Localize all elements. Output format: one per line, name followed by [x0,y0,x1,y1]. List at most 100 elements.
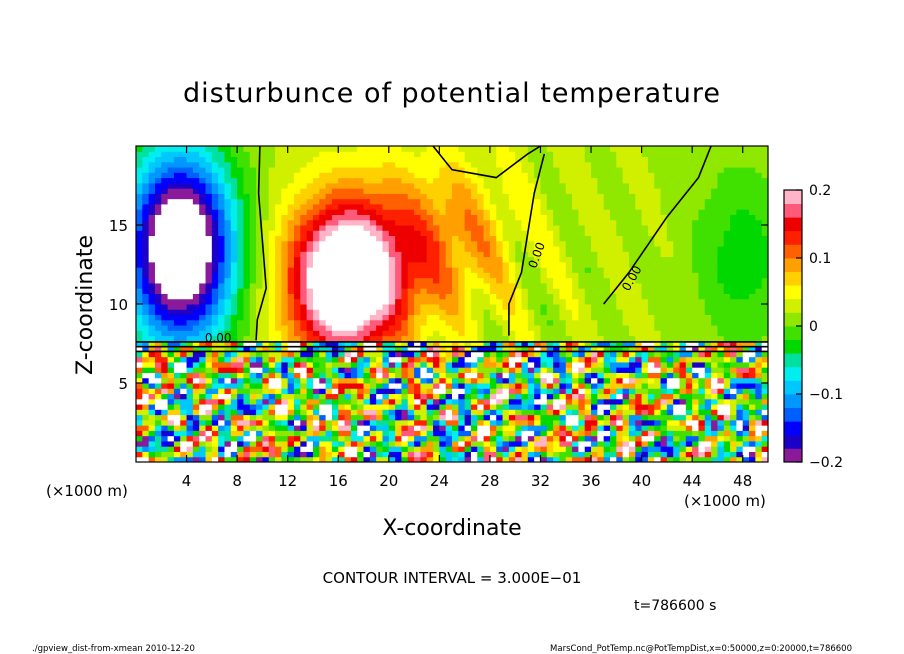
field-cell [344,404,352,410]
field-cell [357,267,365,273]
field-cell [237,409,244,416]
field-cell [483,161,491,168]
field-cell [199,219,207,226]
field-cell [268,267,276,273]
field-cell [180,219,188,226]
field-cell [287,203,295,210]
field-cell [357,361,365,368]
field-cell [553,193,560,200]
field-cell [186,356,194,363]
field-cell [237,430,244,437]
field-cell [306,372,314,379]
field-cell [363,209,371,215]
field-cell [218,340,225,347]
field-cell [635,388,643,395]
field-cell [319,282,327,289]
field-cell [167,188,175,194]
field-cell [508,230,516,237]
field-cell [161,267,169,273]
field-cell [192,298,200,305]
field-cell [502,214,510,221]
field-cell [275,288,282,294]
field-cell [268,256,276,263]
field-cell [641,456,649,462]
field-cell [344,240,352,247]
field-cell [243,246,251,252]
field-cell [300,261,308,268]
field-cell [565,282,573,289]
field-cell [565,304,573,310]
field-cell [584,330,592,337]
field-cell [192,419,200,426]
field-cell [597,282,605,289]
field-cell [464,388,472,395]
field-cell [616,425,624,431]
field-cell [262,367,270,373]
field-cell [243,193,251,200]
field-cell [319,161,327,168]
field-cell [559,293,567,300]
field-cell [660,446,668,452]
field-cell [578,414,586,421]
field-cell [622,288,630,294]
field-cell [363,203,371,210]
field-cell [515,456,523,462]
field-cell [635,409,643,416]
field-cell [597,430,605,437]
field-cell [489,340,497,347]
field-cell [382,330,390,337]
field-cell [647,261,655,268]
field-cell [344,251,352,258]
field-cell [161,309,169,316]
field-cell [199,440,207,447]
field-cell [256,435,263,442]
field-cell [363,240,371,247]
field-cell [414,319,421,326]
field-cell [136,193,143,200]
field-cell [382,240,390,247]
field-cell [445,177,453,184]
field-cell [180,404,188,410]
field-cell [167,177,175,184]
field-cell [167,172,175,179]
field-cell [167,146,175,152]
field-cell [136,182,143,189]
field-cell [540,230,548,237]
field-cell [628,193,636,200]
field-cell [237,256,244,263]
field-cell [211,309,219,316]
field-cell [616,409,624,416]
field-cell [565,372,573,379]
field-cell [350,388,358,395]
field-cell [426,388,434,395]
field-cell [597,346,605,352]
field-cell [534,193,541,200]
field-cell [180,446,188,452]
field-cell [173,335,181,342]
field-cell [344,383,352,389]
field-cell [407,203,415,210]
field-cell [464,240,472,247]
field-cell [173,377,181,384]
field-cell [161,456,169,462]
field-cell [521,393,529,400]
field-cell [591,309,598,316]
field-cell [306,340,314,347]
field-cell [483,335,491,342]
field-cell [610,225,617,231]
field-cell [433,361,440,368]
field-cell [407,251,415,258]
field-cell [641,404,649,410]
field-cell [628,377,636,384]
field-cell [306,193,314,200]
field-cell [502,388,510,395]
field-cell [546,272,554,279]
field-cell [306,430,314,437]
field-cell [281,419,289,426]
field-cell [148,277,156,284]
field-cell [205,177,213,184]
field-cell [262,435,270,442]
field-cell [388,430,396,437]
field-cell [527,225,535,231]
field-cell [647,346,655,352]
